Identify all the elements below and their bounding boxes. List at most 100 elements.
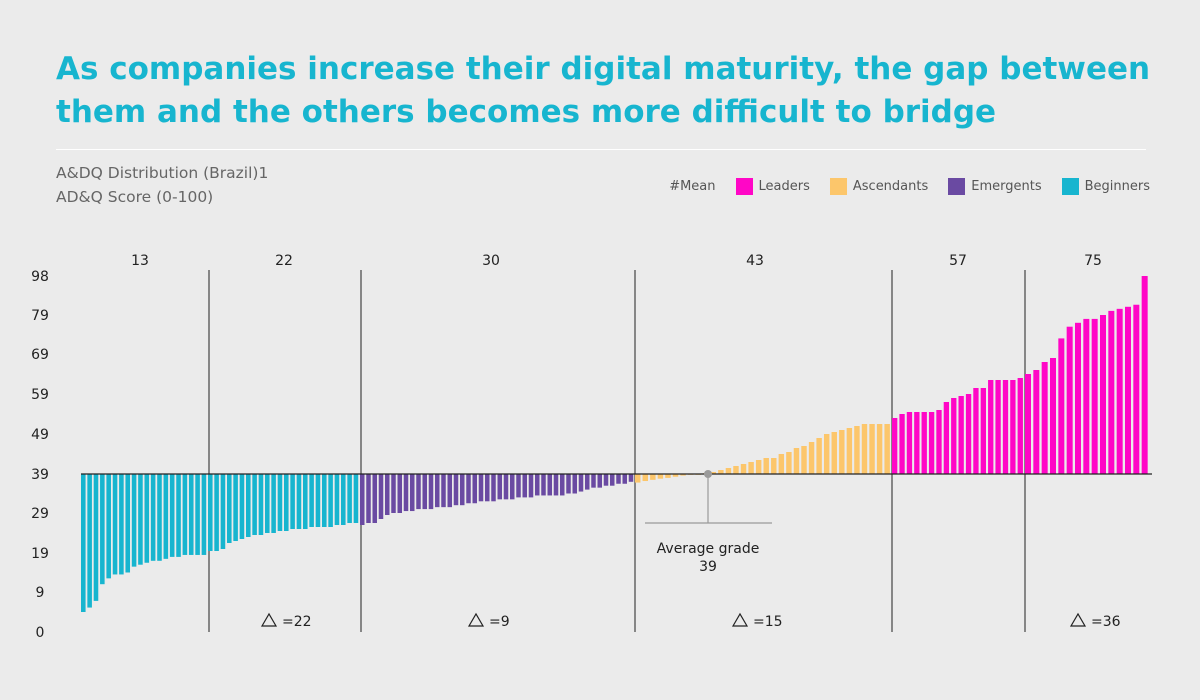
- bar: [988, 380, 994, 474]
- y-tick-label: 29: [31, 506, 49, 522]
- bar: [447, 474, 452, 508]
- bar: [869, 424, 875, 474]
- bar: [87, 474, 92, 608]
- bar: [227, 474, 232, 543]
- bar: [239, 474, 245, 539]
- bar: [112, 474, 118, 575]
- bar: [150, 474, 156, 561]
- chart-axis-label: AD&Q Score (0-100): [56, 188, 214, 206]
- legend-item-leaders: Leaders: [735, 177, 810, 195]
- legend-swatch-emergents: [948, 177, 966, 195]
- bar: [657, 474, 664, 479]
- bar: [1075, 322, 1081, 474]
- bar: [157, 474, 162, 561]
- bar: [672, 474, 679, 477]
- bar: [616, 474, 621, 484]
- group-mean-label: 30: [482, 253, 500, 269]
- bar: [973, 388, 979, 474]
- bar: [1125, 306, 1131, 474]
- bar: [258, 474, 264, 535]
- group-mean-label: 13: [131, 253, 149, 269]
- bar: [680, 474, 686, 476]
- bar: [560, 474, 565, 496]
- bar: [188, 474, 194, 555]
- bar: [277, 474, 283, 531]
- bar: [1141, 276, 1148, 474]
- bar: [422, 474, 427, 510]
- bar: [541, 474, 546, 496]
- bar: [81, 474, 86, 612]
- bar: [1002, 380, 1009, 474]
- bar: [572, 474, 577, 494]
- y-tick-label: 9: [36, 585, 45, 601]
- bar: [1116, 308, 1123, 474]
- bar: [771, 458, 777, 474]
- bar: [303, 474, 308, 529]
- delta-icon: [1069, 612, 1087, 627]
- bar: [428, 474, 434, 510]
- bar: [951, 398, 957, 474]
- bar: [892, 418, 898, 474]
- bar: [334, 474, 340, 525]
- bar: [921, 412, 927, 474]
- bar: [642, 474, 648, 482]
- bar: [182, 474, 188, 555]
- chart-title: As companies increase their digital matu…: [56, 51, 1151, 130]
- legend-label-ascendants: Ascendants: [852, 178, 929, 194]
- bar: [1017, 378, 1023, 474]
- bar: [353, 474, 359, 523]
- bar: [144, 474, 150, 563]
- bar: [906, 412, 913, 474]
- bar: [786, 452, 792, 474]
- bar: [650, 474, 656, 480]
- bar: [522, 474, 527, 498]
- bar: [928, 412, 935, 474]
- delta-label: =15: [753, 614, 783, 630]
- bar: [328, 474, 333, 527]
- bar: [755, 460, 762, 474]
- bar: [553, 474, 559, 496]
- chart-subtitle: A&DQ Distribution (Brazil)1: [56, 164, 269, 182]
- y-tick-label: 19: [31, 546, 49, 562]
- bar: [119, 474, 124, 575]
- bar: [763, 458, 769, 474]
- y-tick-label: 98: [31, 269, 49, 285]
- bar: [416, 474, 421, 510]
- bar: [899, 414, 905, 474]
- bar: [163, 474, 169, 559]
- bar: [846, 428, 853, 474]
- delta-icon: [731, 612, 749, 627]
- bar: [1050, 358, 1056, 474]
- delta-label: =36: [1091, 614, 1121, 630]
- bar: [478, 474, 484, 502]
- bar: [610, 474, 615, 486]
- bar: [214, 474, 219, 551]
- bar: [220, 474, 226, 549]
- bar: [628, 474, 634, 482]
- bar: [497, 474, 502, 500]
- group-mean-label: 22: [275, 253, 293, 269]
- legend-mean: #Mean: [669, 179, 715, 194]
- legend-item-ascendants: Ascendants: [829, 177, 929, 195]
- bar: [943, 402, 950, 474]
- bar: [93, 474, 99, 601]
- bar: [936, 410, 942, 474]
- bar: [1066, 326, 1073, 474]
- bar: [284, 474, 289, 531]
- bar: [958, 396, 964, 474]
- bar: [296, 474, 302, 529]
- bar: [403, 474, 409, 512]
- bar: [378, 474, 384, 519]
- bar: [265, 474, 270, 533]
- group-mean-label: 57: [949, 253, 967, 269]
- y-tick-label: 59: [31, 387, 49, 403]
- bar: [397, 474, 402, 513]
- delta-label: =22: [282, 614, 312, 630]
- bar: [466, 474, 471, 504]
- bar: [839, 430, 845, 474]
- bar: [410, 474, 415, 512]
- bar: [876, 424, 883, 474]
- bar: [510, 474, 515, 500]
- bar: [725, 468, 732, 474]
